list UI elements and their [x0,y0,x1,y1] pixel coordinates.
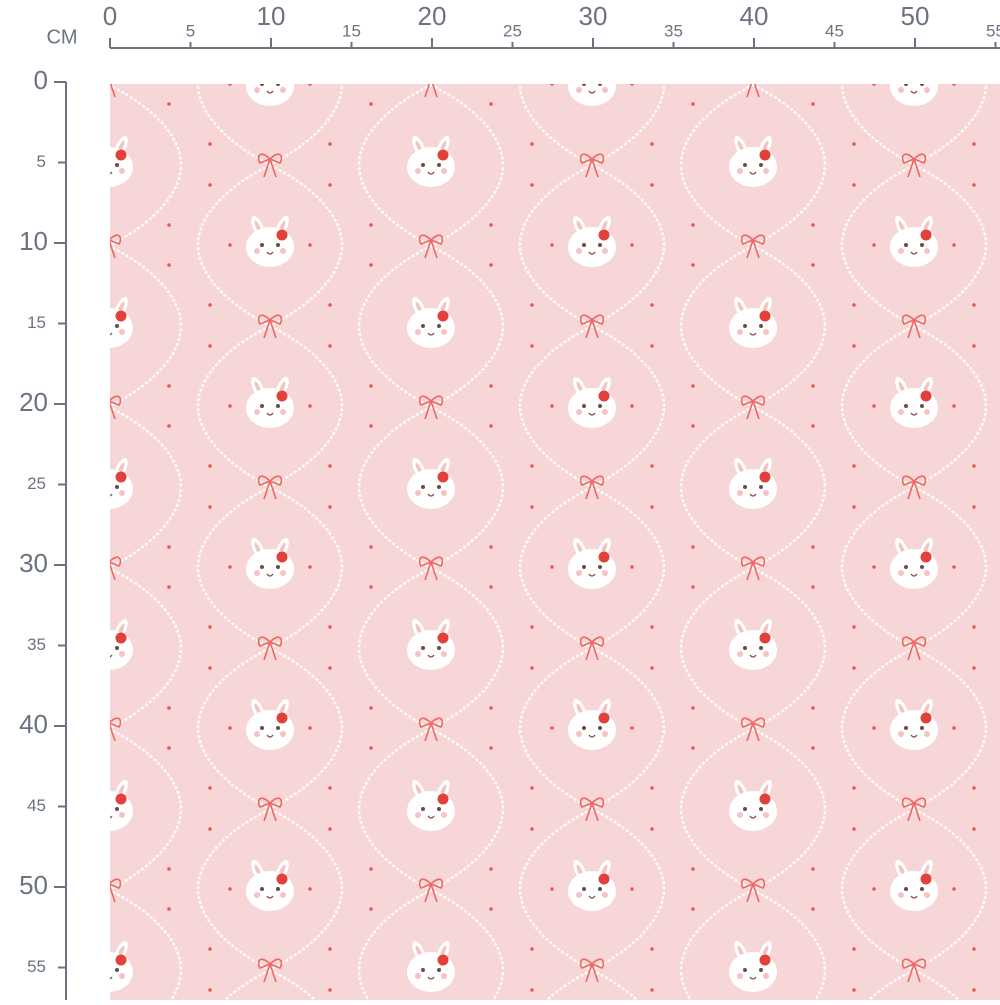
ruler-label: 35 [664,21,683,40]
ruler-label: 35 [27,635,46,654]
ruler-label: 20 [418,1,447,31]
ruler-label: 40 [19,709,48,739]
ruler-label: 10 [19,226,48,256]
ruler-label: 50 [19,870,48,900]
ruler-label: 45 [27,796,46,815]
ruler-label: 25 [503,21,522,40]
ruler-label: 20 [19,387,48,417]
ruler-label: 30 [579,1,608,31]
ruler-label: 10 [257,1,286,31]
ruler-label: 55 [986,21,1000,40]
ruler-label: 30 [19,548,48,578]
ruler-label: 0 [103,1,117,31]
ruler-label: 45 [825,21,844,40]
fabric-swatch [110,84,1000,1000]
ruler-label: 25 [27,474,46,493]
ruler-label: 40 [740,1,769,31]
ruler-label: 50 [901,1,930,31]
ruler-label: 55 [27,957,46,976]
ruler-label: 5 [37,152,46,171]
ruler-label: 15 [342,21,361,40]
ruler-label: 5 [186,21,195,40]
ruler-unit: CM [46,26,77,48]
ruler-label: 15 [27,313,46,332]
ruler-label: 0 [34,65,48,95]
